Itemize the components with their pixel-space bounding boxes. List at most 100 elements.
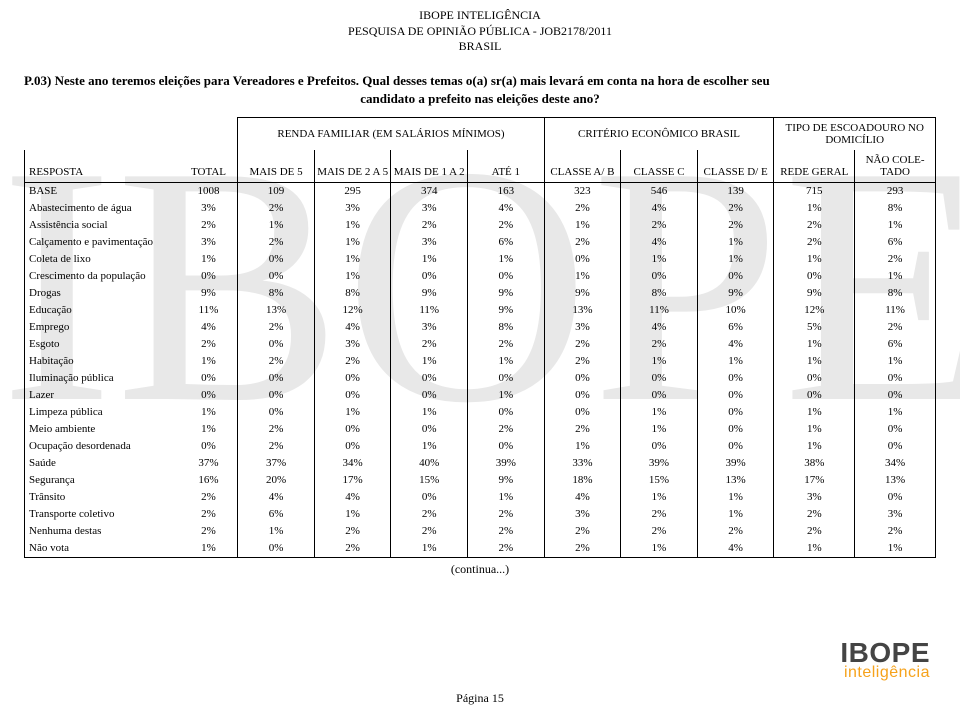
cell: 1% (774, 251, 855, 268)
cell: 6% (238, 506, 315, 523)
cell: 1% (774, 421, 855, 438)
row-label: Abastecimento de água (25, 200, 180, 217)
row-label: Trânsito (25, 489, 180, 506)
cell: 1% (621, 251, 698, 268)
cell: 33% (544, 455, 621, 472)
cell: 10% (697, 302, 774, 319)
table-row: Coleta de lixo1%0%1%1%1%0%1%1%1%2% (25, 251, 936, 268)
cell: 1% (180, 353, 238, 370)
row-label: Meio ambiente (25, 421, 180, 438)
table-row: Crescimento da população0%0%1%0%0%1%0%0%… (25, 268, 936, 285)
row-label: Saúde (25, 455, 180, 472)
cell: 0% (314, 421, 391, 438)
row-label: Educação (25, 302, 180, 319)
cell: 5% (774, 319, 855, 336)
cell: 0% (238, 387, 315, 404)
cell: 0% (238, 540, 315, 558)
cell: 3% (180, 200, 238, 217)
cell: 18% (544, 472, 621, 489)
cell: 1% (391, 251, 468, 268)
row-label: Emprego (25, 319, 180, 336)
cell: 20% (238, 472, 315, 489)
cell: 1% (774, 540, 855, 558)
row-label: Calçamento e pavimentação (25, 234, 180, 251)
cell: 2% (544, 353, 621, 370)
cell: 3% (855, 506, 936, 523)
cell: 2% (544, 540, 621, 558)
cell: 12% (774, 302, 855, 319)
cell: 11% (180, 302, 238, 319)
cell: 0% (697, 421, 774, 438)
group-header-criterio: CRITÉRIO ECONÔMICO BRASIL (544, 117, 774, 150)
cell: 2% (774, 217, 855, 234)
cell: 2% (238, 319, 315, 336)
cell: 13% (544, 302, 621, 319)
cell: 1% (314, 234, 391, 251)
cell: 1% (391, 353, 468, 370)
cell: 293 (855, 182, 936, 200)
cell: 38% (774, 455, 855, 472)
cell: 0% (468, 404, 545, 421)
col-classe-c: CLASSE C (621, 150, 698, 183)
cell: 0% (314, 370, 391, 387)
cell: 1% (621, 489, 698, 506)
cell: 0% (468, 438, 545, 455)
table-row: Iluminação pública0%0%0%0%0%0%0%0%0%0% (25, 370, 936, 387)
page-number: Página 15 (0, 691, 960, 706)
cell: 1% (621, 421, 698, 438)
table-row: Calçamento e pavimentação3%2%1%3%6%2%4%1… (25, 234, 936, 251)
cell: 8% (621, 285, 698, 302)
cell: 0% (697, 268, 774, 285)
cell: 0% (314, 387, 391, 404)
cell: 1% (180, 421, 238, 438)
group-header-renda: RENDA FAMILIAR (EM SALÁRIOS MÍNIMOS) (238, 117, 544, 150)
cell: 0% (697, 404, 774, 421)
cell: 2% (238, 353, 315, 370)
cell: 0% (544, 387, 621, 404)
cell: 9% (468, 285, 545, 302)
cell: 0% (697, 387, 774, 404)
cell: 0% (391, 268, 468, 285)
cell: 39% (621, 455, 698, 472)
cell: 9% (468, 472, 545, 489)
col-rede-geral: REDE GERAL (774, 150, 855, 183)
cell: 2% (314, 353, 391, 370)
cell: 8% (855, 285, 936, 302)
cell: 1% (774, 353, 855, 370)
cell: 2% (544, 421, 621, 438)
cell: 0% (238, 370, 315, 387)
cell: 0% (468, 268, 545, 285)
footer-logo: IBOPE inteligência (840, 640, 930, 680)
cell: 2% (774, 506, 855, 523)
row-label: Esgoto (25, 336, 180, 353)
cell: 4% (238, 489, 315, 506)
cell: 2% (468, 217, 545, 234)
cell: 2% (314, 540, 391, 558)
cell: 2% (468, 336, 545, 353)
cell: 4% (697, 540, 774, 558)
cell: 0% (621, 387, 698, 404)
cell: 0% (544, 370, 621, 387)
cell: 1% (697, 234, 774, 251)
cell: 15% (621, 472, 698, 489)
cell: 323 (544, 182, 621, 200)
cell: 1% (774, 336, 855, 353)
row-label: BASE (25, 182, 180, 200)
cell: 2% (544, 523, 621, 540)
cell: 2% (855, 523, 936, 540)
table-row: Segurança16%20%17%15%9%18%15%13%17%13% (25, 472, 936, 489)
cell: 0% (774, 268, 855, 285)
cell: 4% (544, 489, 621, 506)
cell: 1% (621, 404, 698, 421)
cell: 9% (391, 285, 468, 302)
col-total: TOTAL (180, 150, 238, 183)
cell: 0% (391, 421, 468, 438)
cell: 0% (391, 387, 468, 404)
cell: 1% (855, 404, 936, 421)
cell: 0% (180, 370, 238, 387)
cell: 2% (391, 217, 468, 234)
table-row: Esgoto2%0%3%2%2%2%2%4%1%6% (25, 336, 936, 353)
cell: 2% (855, 319, 936, 336)
cell: 0% (855, 489, 936, 506)
cell: 8% (468, 319, 545, 336)
